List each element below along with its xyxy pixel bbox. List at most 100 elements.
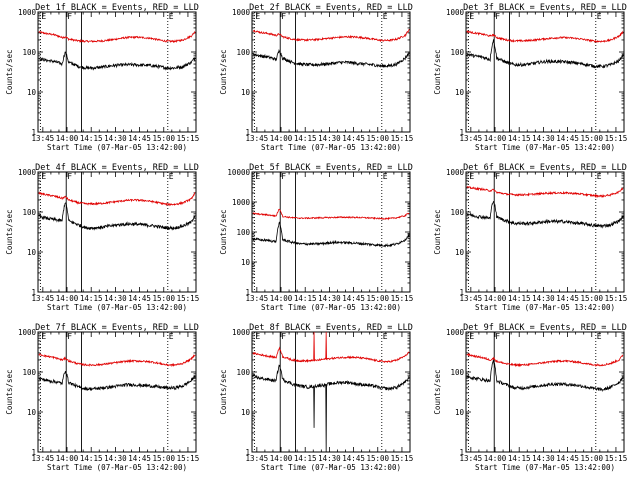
y-tick-label: 100 <box>22 368 36 377</box>
series-events-line <box>252 49 410 68</box>
y-axis-label: Counts/sec <box>5 49 14 94</box>
x-tick-label: 14:30 <box>532 134 555 143</box>
x-axis-label: Start Time (07-Mar-05 13:42:00) <box>47 303 187 312</box>
y-axis-label: Counts/sec <box>433 369 442 414</box>
y-axis-label: Counts/sec <box>219 369 228 414</box>
x-tick-label: 14:00 <box>484 294 507 303</box>
y-tick-label: 100 <box>22 48 36 57</box>
x-tick-label: 14:15 <box>80 454 103 463</box>
y-axis-label: Counts/sec <box>433 209 442 254</box>
x-tick-label: 14:00 <box>484 134 507 143</box>
x-tick-label: 15:00 <box>580 294 603 303</box>
y-tick-label: 100 <box>450 368 464 377</box>
x-axis-label: Start Time (07-Mar-05 13:42:00) <box>261 303 401 312</box>
x-tick-label: 14:30 <box>104 294 127 303</box>
marker-label: E <box>41 172 46 181</box>
x-tick-label: 14:15 <box>508 294 531 303</box>
y-tick-label: 1 <box>245 288 250 297</box>
y-axis-label: Counts/sec <box>219 209 228 254</box>
x-tick-label: 14:00 <box>56 134 79 143</box>
x-tick-label: 14:30 <box>104 134 127 143</box>
panel-title: Det 8f BLACK = Events, RED = LLD <box>249 323 413 333</box>
marker-label: E <box>41 12 46 21</box>
x-tick-label: 14:30 <box>104 454 127 463</box>
marker-label: F <box>67 172 72 181</box>
series-events-line <box>466 200 624 229</box>
x-tick-label: 13:45 <box>32 294 55 303</box>
x-tick-label: 14:15 <box>508 134 531 143</box>
series-events-line <box>38 50 196 71</box>
marker-label: E <box>469 172 474 181</box>
x-tick-label: 13:45 <box>32 134 55 143</box>
marker-label: E <box>169 12 174 21</box>
x-tick-label: 15:00 <box>152 134 175 143</box>
series-events-line <box>466 38 624 69</box>
plot-frame <box>251 11 411 133</box>
x-tick-label: 13:45 <box>246 454 269 463</box>
x-tick-label: 14:45 <box>128 454 151 463</box>
x-tick-label: 14:45 <box>556 454 579 463</box>
y-tick-label: 1000 <box>446 168 465 177</box>
marker-label: F <box>281 12 286 21</box>
plot-frame <box>37 331 197 453</box>
x-tick-label: 13:45 <box>246 134 269 143</box>
panel-title: Det 6f BLACK = Events, RED = LLD <box>463 163 627 173</box>
panel-9: Det 9f BLACK = Events, RED = LLD 1 10 100 10… <box>433 323 627 472</box>
marker-label: E <box>383 12 388 21</box>
x-tick-label: 15:15 <box>177 294 200 303</box>
marker-label: E <box>255 332 260 341</box>
y-tick-label: 1000 <box>232 328 251 337</box>
panel-4: Det 4f BLACK = Events, RED = LLD 1 10 100 10… <box>5 163 199 312</box>
y-tick-label: 1 <box>245 448 250 457</box>
panel-5: Det 5f BLACK = Events, RED = LLD 1 10 100 10… <box>219 163 413 312</box>
y-tick-label: 1000 <box>18 168 37 177</box>
marker-label: F <box>67 332 72 341</box>
x-tick-label: 13:45 <box>460 294 483 303</box>
x-tick-label: 14:30 <box>318 454 341 463</box>
x-axis-label: Start Time (07-Mar-05 13:42:00) <box>475 303 615 312</box>
marker-label: E <box>255 12 260 21</box>
y-tick-label: 10 <box>455 88 465 97</box>
series-lld-line <box>466 352 624 368</box>
marker-label: E <box>469 332 474 341</box>
plot-frame <box>37 171 197 293</box>
y-tick-label: 10 <box>241 258 251 267</box>
y-tick-label: 1000 <box>18 328 37 337</box>
marker-label: E <box>597 172 602 181</box>
y-tick-label: 1000 <box>446 8 465 17</box>
x-tick-label: 14:00 <box>56 454 79 463</box>
y-tick-label: 1 <box>459 128 464 137</box>
plot-frame <box>465 11 625 133</box>
x-axis-label: Start Time (07-Mar-05 13:42:00) <box>475 143 615 152</box>
x-tick-label: 14:15 <box>508 454 531 463</box>
x-tick-label: 14:00 <box>270 454 293 463</box>
x-tick-label: 14:45 <box>342 294 365 303</box>
panel-6: Det 6f BLACK = Events, RED = LLD 1 10 100 10… <box>433 163 627 312</box>
marker-label: F <box>495 12 500 21</box>
x-tick-label: 13:45 <box>460 454 483 463</box>
series-events-line <box>38 370 196 392</box>
y-tick-label: 10 <box>27 248 37 257</box>
panel-title: Det 1f BLACK = Events, RED = LLD <box>35 3 199 13</box>
series-lld-line <box>252 331 410 364</box>
x-axis-label: Start Time (07-Mar-05 13:42:00) <box>475 463 615 472</box>
panel-title: Det 7f BLACK = Events, RED = LLD <box>35 323 199 333</box>
series-lld-line <box>38 191 196 207</box>
x-tick-label: 14:00 <box>484 454 507 463</box>
x-tick-label: 15:15 <box>177 454 200 463</box>
panel-7: Det 7f BLACK = Events, RED = LLD 1 10 100 10… <box>5 323 199 472</box>
panel-3: Det 3f BLACK = Events, RED = LLD 1 10 100 10… <box>433 3 627 152</box>
panel-title: Det 3f BLACK = Events, RED = LLD <box>463 3 627 13</box>
y-tick-label: 10 <box>241 88 251 97</box>
panel-title: Det 2f BLACK = Events, RED = LLD <box>249 3 413 13</box>
x-tick-label: 14:30 <box>318 294 341 303</box>
x-tick-label: 14:45 <box>556 134 579 143</box>
x-tick-label: 15:00 <box>152 454 175 463</box>
panel-title: Det 5f BLACK = Events, RED = LLD <box>249 163 413 173</box>
y-tick-label: 1 <box>459 448 464 457</box>
x-tick-label: 15:15 <box>605 134 628 143</box>
y-tick-label: 10000 <box>227 168 250 177</box>
x-axis-label: Start Time (07-Mar-05 13:42:00) <box>261 143 401 152</box>
y-tick-label: 100 <box>236 368 250 377</box>
